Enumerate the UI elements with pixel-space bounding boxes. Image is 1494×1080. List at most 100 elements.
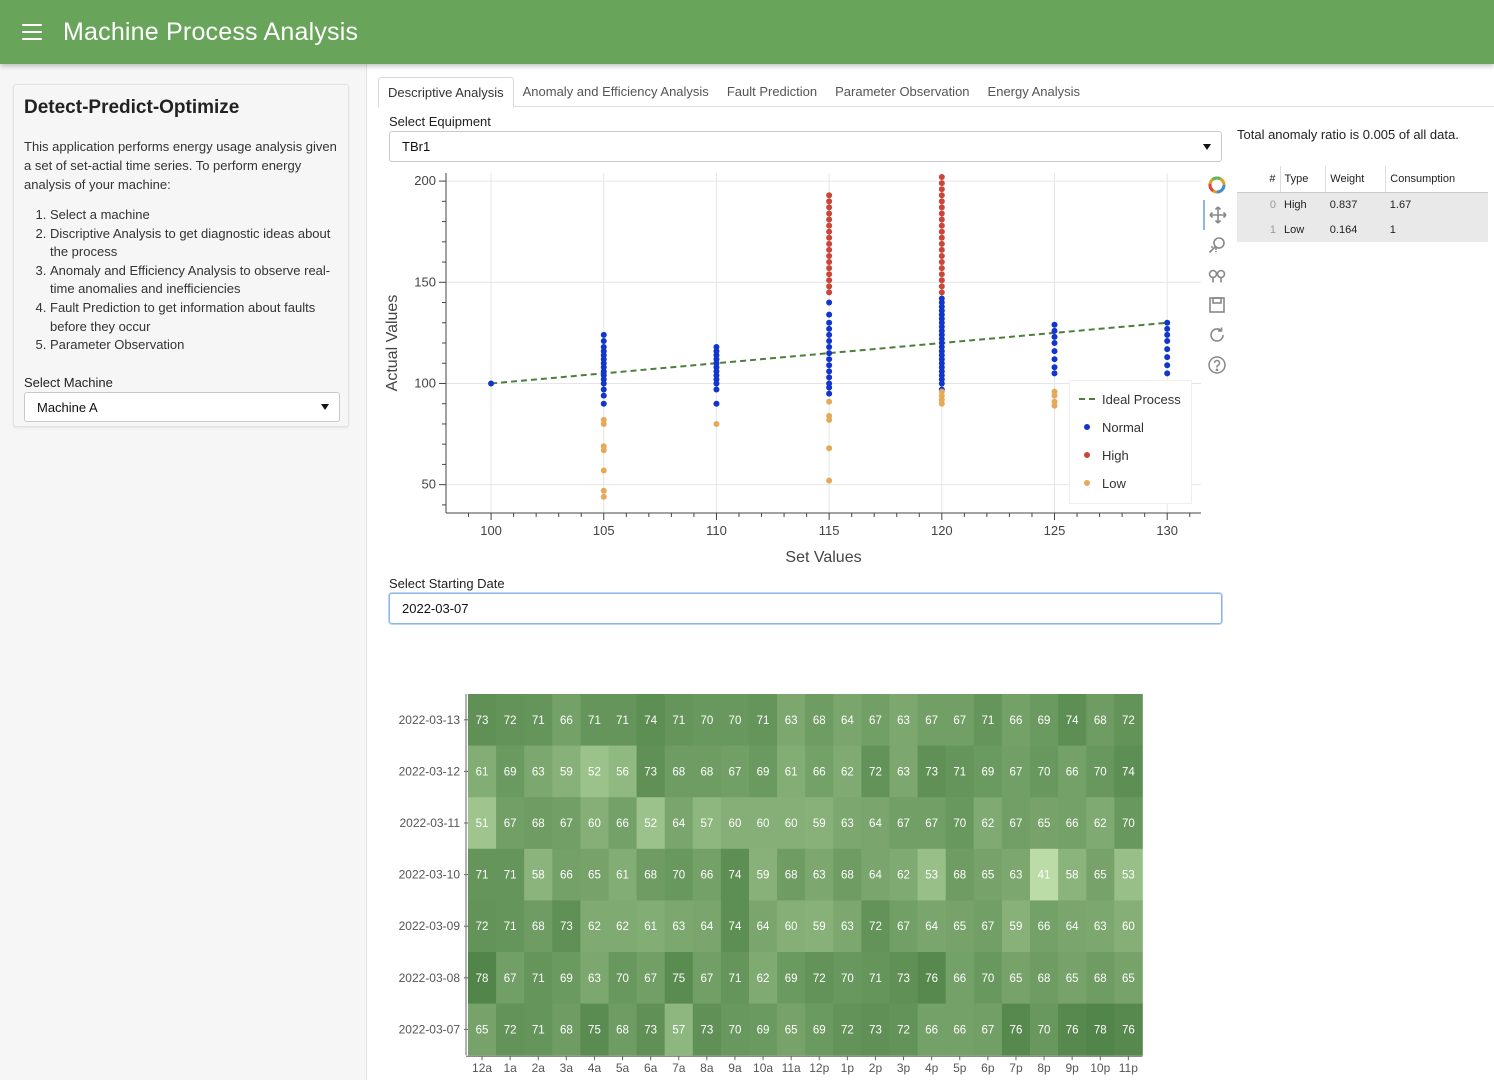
heatmap-cell bbox=[777, 952, 806, 1004]
heatmap-cell bbox=[973, 848, 1003, 901]
heatmap-cell bbox=[861, 1003, 890, 1056]
scatter-point-normal bbox=[713, 386, 720, 393]
heatmap-cell-label: 64 bbox=[1066, 921, 1079, 933]
heatmap-cell bbox=[524, 745, 553, 798]
steps-list: Select a machine Discriptive Analysis to… bbox=[50, 206, 350, 355]
heatmap-cell-label: 71 bbox=[981, 715, 994, 727]
heatmap-cell-label: 71 bbox=[953, 766, 966, 778]
heatmap-cell-label: 61 bbox=[616, 870, 629, 882]
bokeh-logo-icon[interactable] bbox=[1203, 170, 1231, 200]
anomaly-table: # Type Weight Consumption 0 High 0.837 1… bbox=[1237, 166, 1488, 242]
heatmap-cell bbox=[805, 900, 834, 953]
heatmap-cell-label: 74 bbox=[1122, 766, 1135, 778]
heatmap-cell-label: 73 bbox=[476, 715, 489, 727]
heatmap-cell-label: 51 bbox=[476, 818, 489, 830]
heatmap-cell-label: 64 bbox=[841, 715, 854, 727]
heatmap-cell bbox=[580, 694, 609, 746]
column-header[interactable]: Type bbox=[1279, 166, 1326, 193]
heatmap-cell bbox=[1030, 900, 1059, 953]
box-zoom-icon[interactable] bbox=[1203, 230, 1231, 260]
heatmap-cell-label: 68 bbox=[672, 766, 685, 778]
equipment-select[interactable]: TBr1 bbox=[389, 131, 1222, 162]
heatmap-cell bbox=[1001, 1003, 1031, 1056]
heatmap-cell bbox=[496, 900, 525, 953]
heatmap-cell bbox=[636, 797, 666, 850]
heatmap-cell-label: 70 bbox=[1094, 766, 1107, 778]
heatmap-cell-label: 70 bbox=[981, 973, 994, 985]
heatmap-y-label: 2022-03-12 bbox=[399, 764, 461, 778]
heatmap-cell bbox=[552, 952, 581, 1004]
heatmap-cell-label: 73 bbox=[897, 973, 910, 985]
step-item: Discriptive Analysis to get diagnostic i… bbox=[50, 225, 350, 262]
heatmap-cell-label: 72 bbox=[869, 921, 882, 933]
hamburger-menu-icon[interactable] bbox=[22, 24, 42, 40]
heatmap-cell-label: 69 bbox=[504, 766, 517, 778]
heatmap-cell-label: 66 bbox=[1038, 921, 1051, 933]
heatmap-cell bbox=[636, 1003, 666, 1056]
heatmap-cell bbox=[580, 900, 609, 953]
tab-parameter-observation[interactable]: Parameter Observation bbox=[835, 84, 970, 99]
dashed-line-icon bbox=[1079, 398, 1095, 400]
heatmap-cell bbox=[496, 952, 525, 1004]
heatmap-cell-label: 60 bbox=[785, 921, 798, 933]
heatmap-cell-label: 59 bbox=[757, 870, 770, 882]
heatmap-cell bbox=[1001, 900, 1031, 953]
scatter-point-high bbox=[826, 192, 833, 199]
column-header[interactable]: Consumption bbox=[1385, 166, 1488, 193]
heatmap-cell-label: 71 bbox=[757, 715, 770, 727]
legend-item-low: Low bbox=[1078, 473, 1126, 493]
scatter-point-high bbox=[938, 283, 945, 290]
column-header[interactable]: # bbox=[1237, 166, 1280, 193]
heatmap-cell-label: 67 bbox=[953, 715, 966, 727]
heatmap-cell bbox=[1030, 745, 1059, 798]
heatmap-cell-label: 59 bbox=[813, 921, 826, 933]
heatmap-cell-label: 68 bbox=[560, 1024, 573, 1036]
heatmap-cell bbox=[945, 745, 975, 798]
scatter-point-normal bbox=[1164, 354, 1171, 361]
heatmap-cell-label: 60 bbox=[588, 818, 601, 830]
heatmap-cell-label: 63 bbox=[588, 973, 601, 985]
heatmap-cell bbox=[580, 848, 609, 901]
tab-anomaly-efficiency[interactable]: Anomaly and Efficiency Analysis bbox=[522, 84, 709, 99]
heatmap-y-label: 2022-03-07 bbox=[399, 1022, 461, 1036]
machine-select[interactable]: Machine A bbox=[24, 392, 340, 422]
tab-energy-analysis[interactable]: Energy Analysis bbox=[987, 84, 1081, 99]
heatmap-cell bbox=[833, 1003, 862, 1056]
heatmap-cell-label: 59 bbox=[560, 766, 573, 778]
heatmap-cell bbox=[805, 797, 834, 850]
scatter-point-high bbox=[938, 198, 945, 205]
scatter-point-low bbox=[1051, 398, 1058, 405]
heatmap-x-label: 9a bbox=[728, 1061, 742, 1075]
scatter-point-normal bbox=[1051, 356, 1058, 363]
reset-icon[interactable] bbox=[1203, 320, 1231, 350]
heatmap-cell bbox=[861, 694, 890, 746]
heatmap-cell bbox=[1001, 694, 1031, 746]
heatmap-cell bbox=[749, 848, 778, 901]
save-icon[interactable] bbox=[1203, 290, 1231, 320]
heatmap-x-label: 11p bbox=[1119, 1061, 1138, 1075]
row-index: 0 bbox=[1237, 192, 1280, 217]
column-header[interactable]: Weight bbox=[1325, 166, 1386, 193]
scatter-point-normal bbox=[826, 374, 833, 381]
heatmap-cell-label: 62 bbox=[757, 973, 770, 985]
heatmap-cell-label: 68 bbox=[700, 766, 713, 778]
scatter-point-normal bbox=[600, 386, 607, 393]
heatmap-cell bbox=[945, 952, 975, 1004]
heatmap-cell-label: 69 bbox=[757, 1024, 770, 1036]
heatmap-cell bbox=[917, 900, 947, 953]
pan-icon[interactable] bbox=[1203, 200, 1231, 230]
heatmap-cell bbox=[636, 900, 666, 953]
normal-dot-icon bbox=[1084, 424, 1090, 430]
heatmap-cell-label: 73 bbox=[925, 766, 938, 778]
tab-fault-prediction[interactable]: Fault Prediction bbox=[726, 84, 818, 99]
legend-label: Normal bbox=[1102, 419, 1144, 435]
start-date-input[interactable] bbox=[389, 593, 1222, 624]
tab-descriptive-analysis[interactable]: Descriptive Analysis bbox=[378, 77, 514, 108]
heatmap-cell-label: 67 bbox=[729, 766, 742, 778]
help-icon[interactable] bbox=[1203, 350, 1231, 380]
heatmap-cell bbox=[917, 797, 947, 850]
heatmap-cell-label: 63 bbox=[841, 818, 854, 830]
wheel-zoom-icon[interactable] bbox=[1203, 260, 1231, 290]
scatter-point-low bbox=[713, 420, 720, 427]
step-item: Select a machine bbox=[50, 206, 350, 225]
